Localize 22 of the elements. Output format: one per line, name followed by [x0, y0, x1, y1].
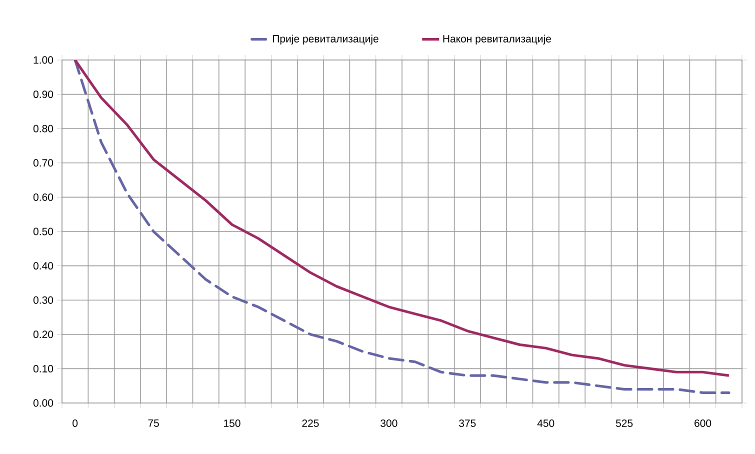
x-tick-label: 75: [148, 420, 159, 427]
x-tick-label: 600: [694, 420, 712, 427]
legend-label: Након ревитализације: [443, 34, 551, 45]
y-tick-label: 0.70: [33, 159, 54, 167]
legend-label: Прије ревитализације: [272, 34, 378, 45]
x-tick-label: 375: [459, 420, 476, 427]
y-tick-label: 0.60: [33, 193, 54, 201]
x-tick-label: 300: [380, 420, 398, 427]
y-tick-label: 0.30: [33, 296, 54, 304]
x-tick-label: 0: [72, 420, 78, 427]
y-tick-label: 0.80: [33, 124, 54, 132]
x-tick-label: 525: [616, 420, 633, 427]
y-tick-label: 0.40: [33, 262, 54, 270]
x-tick-label: 150: [224, 420, 240, 427]
y-tick-label: 0.90: [33, 90, 54, 98]
x-tick-label: 450: [537, 420, 554, 427]
y-tick-label: 0.00: [33, 399, 54, 407]
x-tick-label: 225: [302, 420, 319, 427]
y-tick-label: 1.00: [34, 56, 54, 64]
y-tick-label: 0.10: [33, 364, 54, 372]
y-tick-label: 0.50: [33, 228, 54, 236]
y-tick-label: 0.20: [33, 330, 54, 338]
